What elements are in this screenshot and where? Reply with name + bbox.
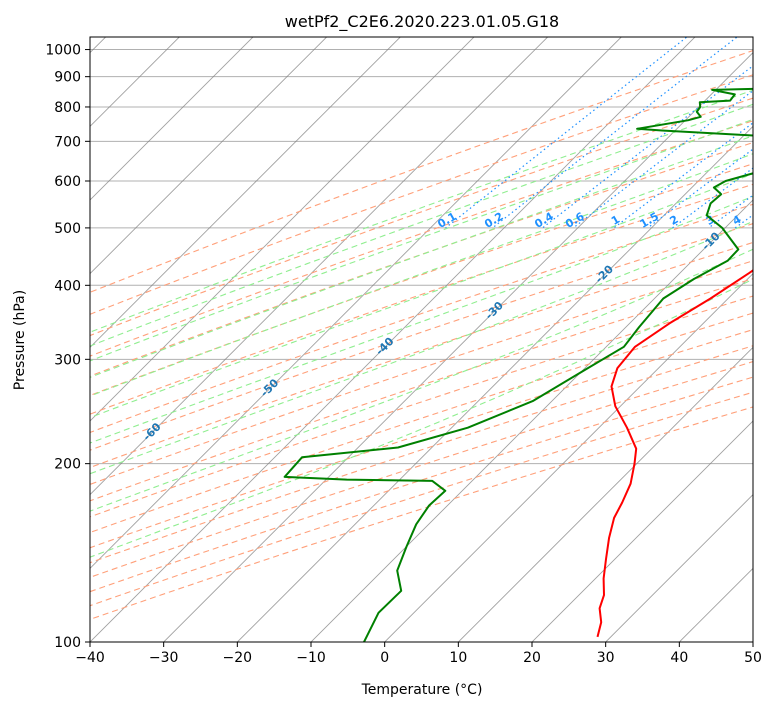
y-tick-label: 200 — [54, 457, 81, 473]
chart-title: wetPf2_C2E6.2020.223.01.05.G18 — [285, 12, 559, 32]
x-tick-label: 30 — [597, 650, 615, 666]
y-tick-label: 700 — [54, 134, 81, 150]
y-tick-label: 800 — [54, 100, 81, 116]
y-tick-label: 1000 — [45, 43, 81, 59]
x-tick-label: 10 — [449, 650, 467, 666]
x-tick-label: 50 — [744, 650, 762, 666]
x-tick-label: −40 — [75, 650, 105, 666]
y-tick-label: 100 — [54, 635, 81, 651]
x-tick-label: −10 — [296, 650, 326, 666]
y-tick-label: 900 — [54, 70, 81, 86]
y-tick-label: 500 — [54, 221, 81, 237]
y-tick-label: 300 — [54, 352, 81, 368]
x-tick-label: 40 — [670, 650, 688, 666]
y-tick-label: 600 — [54, 174, 81, 190]
x-tick-label: 20 — [523, 650, 541, 666]
x-tick-label: −20 — [223, 650, 253, 666]
x-axis-label: Temperature (°C) — [361, 682, 483, 698]
x-tick-label: −30 — [149, 650, 179, 666]
y-axis-label: Pressure (hPa) — [12, 290, 28, 390]
y-tick-label: 400 — [54, 278, 81, 294]
x-tick-label: 0 — [380, 650, 389, 666]
